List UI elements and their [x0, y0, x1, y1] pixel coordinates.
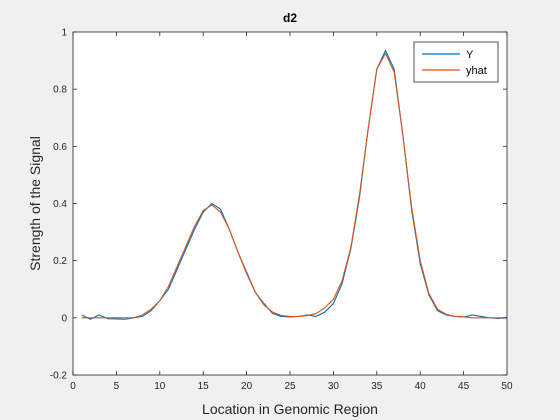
- y-tick-label: 0: [61, 313, 67, 324]
- y-axis-label: Strength of the Signal: [27, 136, 43, 271]
- y-tick-label: 0.4: [53, 199, 67, 210]
- x-tick-label: 15: [198, 381, 210, 392]
- legend-label-yhat: yhat: [466, 65, 487, 77]
- x-tick-label: 0: [70, 381, 76, 392]
- y-tick-label: 0.8: [53, 85, 67, 96]
- x-tick-label: 5: [114, 381, 120, 392]
- x-tick-label: 20: [241, 381, 253, 392]
- x-tick-label: 25: [284, 381, 296, 392]
- x-tick-label: 35: [371, 381, 383, 392]
- y-tick-label: 0.6: [53, 142, 67, 153]
- legend-label-Y: Y: [466, 49, 474, 61]
- y-tick-label: 1: [61, 28, 67, 39]
- x-tick-label: 40: [415, 381, 427, 392]
- x-tick-label: 50: [501, 381, 513, 392]
- x-axis-label: Location in Genomic Region: [202, 401, 378, 417]
- y-tick-label: -0.2: [50, 371, 68, 382]
- series-line-yhat: [81, 52, 507, 319]
- legend-box: [413, 41, 499, 83]
- x-tick-label: 30: [328, 381, 340, 392]
- chart-title: d2: [283, 11, 297, 25]
- x-tick-label: 10: [154, 381, 166, 392]
- plot-area: [73, 32, 507, 375]
- x-tick-label: 45: [458, 381, 470, 392]
- y-tick-label: 0.2: [53, 256, 67, 267]
